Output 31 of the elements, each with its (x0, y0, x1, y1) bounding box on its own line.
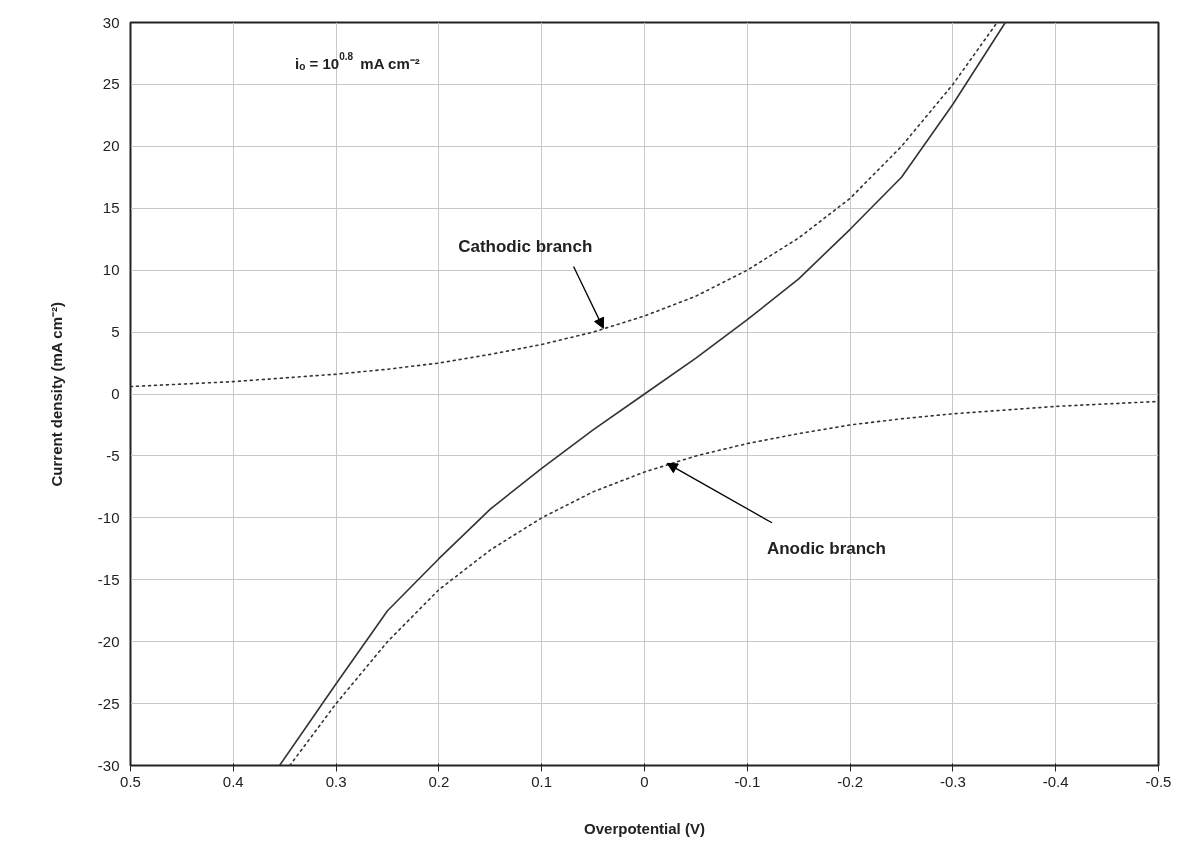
x-tick-label: 0.2 (428, 772, 450, 790)
y-tick-label: 30 (102, 13, 120, 31)
line-series (289, 400, 1159, 766)
y-tick-label: -30 (97, 756, 120, 774)
y-tick-label: -20 (97, 632, 120, 650)
y-tick-label: 20 (102, 137, 120, 155)
y-tick-label: 25 (102, 75, 120, 93)
x-tick-label: 0.1 (531, 772, 553, 790)
y-axis-title: Current density (mA cm⁻²) (47, 302, 65, 487)
x-tick-label: -0.3 (939, 772, 966, 790)
y-tick-label: -15 (97, 570, 120, 588)
x-tick-label: 0.4 (222, 772, 244, 790)
line-series (278, 22, 1007, 766)
x-tick-label: 0 (640, 772, 649, 790)
y-tick-label: -5 (106, 446, 120, 464)
line-series (130, 22, 998, 388)
y-tick-label: 0 (111, 385, 120, 402)
y-tick-label: 15 (102, 199, 120, 217)
x-tick-label: 0.5 (120, 772, 141, 790)
x-tick-label: -0.4 (1042, 772, 1069, 790)
y-tick-label: 5 (111, 323, 120, 341)
x-tick-label: 0.3 (325, 772, 347, 790)
y-tick-label: 10 (102, 261, 120, 279)
x-axis-title: Overpotential (V) (584, 819, 705, 837)
x-tick-label: -0.1 (734, 772, 761, 790)
x-tick-label: -0.2 (837, 772, 864, 790)
annotation: Cathodic branch (458, 237, 593, 257)
annotation: Anodic branch (766, 539, 886, 559)
y-tick-label: -10 (97, 508, 120, 526)
y-tick-label: -25 (97, 694, 120, 712)
x-tick-label: -0.5 (1145, 772, 1172, 790)
